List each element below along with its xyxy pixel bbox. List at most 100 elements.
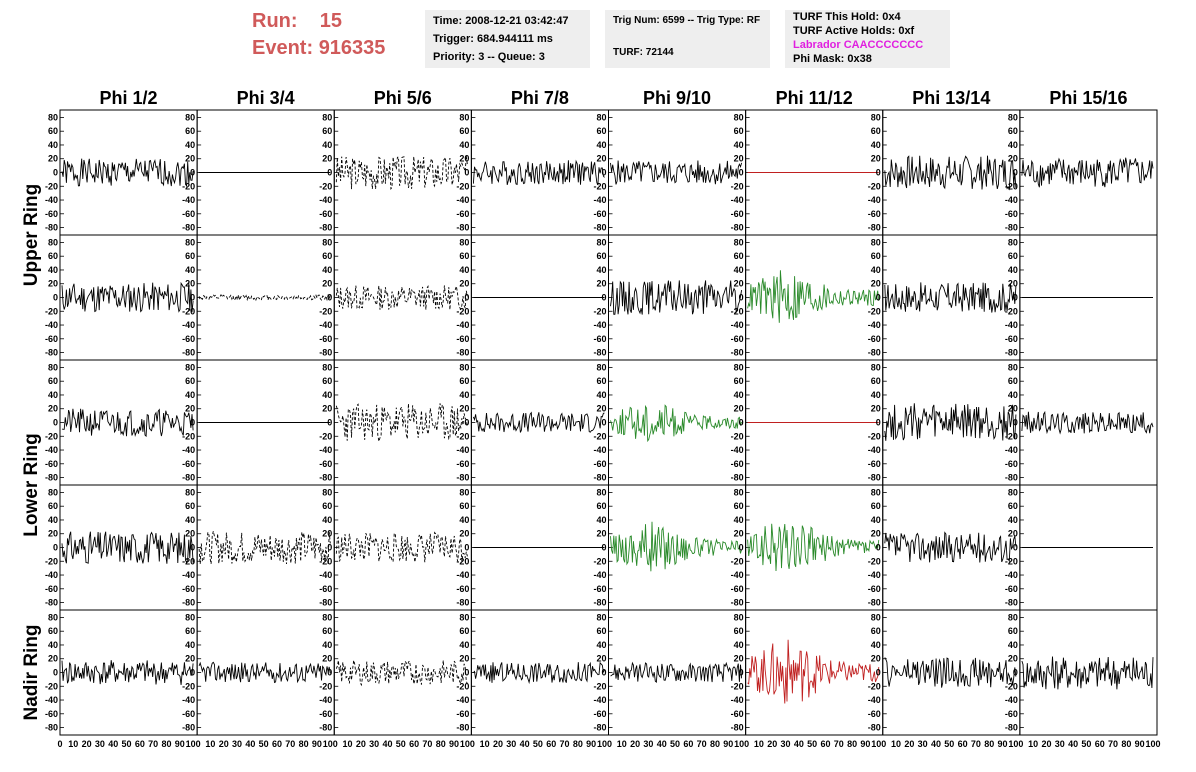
x-tick-label: 30 [918, 739, 928, 749]
y-tick-label: 20 [185, 279, 195, 289]
y-tick-label: -20 [593, 181, 606, 191]
y-tick-label: -40 [319, 320, 332, 330]
y-tick-label: -80 [868, 223, 881, 233]
y-tick-label: 0 [1013, 418, 1018, 428]
waveform-trace [335, 285, 468, 311]
y-tick-label: 40 [1008, 140, 1018, 150]
y-tick-label: 0 [464, 668, 469, 678]
y-tick-label: -20 [1005, 431, 1018, 441]
x-tick-label: 80 [710, 739, 720, 749]
y-tick-label: 40 [185, 390, 195, 400]
y-tick-label: 60 [596, 251, 606, 261]
x-tick-label: 50 [1081, 739, 1091, 749]
y-tick-label: -40 [868, 195, 881, 205]
waveform-trace [335, 660, 468, 687]
y-tick-label: 20 [596, 654, 606, 664]
x-tick-label: 100 [1008, 739, 1023, 749]
y-tick-label: -40 [731, 695, 744, 705]
run-event-box: Run: 15 Event: 916335 [252, 8, 412, 62]
y-tick-label: 20 [459, 529, 469, 539]
y-tick-label: 40 [48, 140, 58, 150]
y-tick-label: 60 [1008, 376, 1018, 386]
y-tick-label: 60 [459, 501, 469, 511]
y-tick-label: -40 [45, 195, 58, 205]
y-tick-label: -60 [45, 209, 58, 219]
y-tick-label: -80 [731, 723, 744, 733]
column-header: Phi 15/16 [1049, 88, 1127, 108]
x-tick-label: 40 [382, 739, 392, 749]
y-tick-label: 20 [1008, 529, 1018, 539]
waveform-trace [198, 531, 331, 565]
y-tick-label: -20 [456, 681, 469, 691]
y-tick-label: -60 [1005, 709, 1018, 719]
y-tick-label: 0 [327, 293, 332, 303]
x-tick-label: 20 [219, 739, 229, 749]
turf-active-text: TURF Active Holds: 0xf [793, 25, 915, 37]
y-tick-label: -20 [1005, 681, 1018, 691]
y-tick-label: -20 [593, 306, 606, 316]
y-tick-label: 60 [459, 626, 469, 636]
waveform-trace [61, 660, 194, 685]
x-tick-label: 100 [597, 739, 612, 749]
x-tick-label: 90 [860, 739, 870, 749]
y-tick-label: -40 [456, 570, 469, 580]
x-tick-label: 70 [1108, 739, 1118, 749]
y-tick-label: -60 [1005, 209, 1018, 219]
x-tick-label: 70 [148, 739, 158, 749]
y-tick-label: -20 [182, 431, 195, 441]
y-tick-label: 40 [322, 640, 332, 650]
waveform-trace [610, 521, 743, 572]
y-tick-label: 0 [1013, 543, 1018, 553]
y-tick-label: 20 [185, 404, 195, 414]
y-tick-label: -60 [456, 334, 469, 344]
panel-frame [745, 609, 884, 736]
y-tick-label: -80 [319, 598, 332, 608]
x-tick-label: 0 [57, 739, 62, 749]
y-tick-label: 60 [48, 126, 58, 136]
y-tick-label: 80 [185, 362, 195, 372]
y-tick-label: -20 [731, 681, 744, 691]
y-tick-label: -60 [731, 334, 744, 344]
x-tick-label: 10 [343, 739, 353, 749]
x-tick-label: 60 [1095, 739, 1105, 749]
y-tick-label: -80 [456, 723, 469, 733]
x-tick-label: 70 [422, 739, 432, 749]
y-tick-label: -80 [45, 348, 58, 358]
x-tick-label: 90 [175, 739, 185, 749]
y-tick-label: 60 [871, 501, 881, 511]
y-tick-label: 20 [459, 154, 469, 164]
y-tick-label: -20 [731, 431, 744, 441]
y-tick-label: 80 [871, 112, 881, 122]
y-tick-label: 0 [464, 418, 469, 428]
y-tick-label: -80 [1005, 723, 1018, 733]
y-tick-label: 0 [1013, 168, 1018, 178]
y-tick-label: -40 [1005, 695, 1018, 705]
y-tick-label: -60 [1005, 584, 1018, 594]
y-tick-label: 80 [48, 487, 58, 497]
y-tick-label: -40 [456, 195, 469, 205]
y-tick-label: 80 [596, 237, 606, 247]
waveform-trace [884, 657, 1017, 688]
y-tick-label: -40 [319, 695, 332, 705]
x-tick-label: 90 [1135, 739, 1145, 749]
y-tick-label: 60 [871, 376, 881, 386]
y-tick-label: -40 [319, 570, 332, 580]
y-tick-label: 0 [53, 168, 58, 178]
y-tick-label: 40 [871, 515, 881, 525]
y-tick-label: -60 [182, 709, 195, 719]
y-tick-label: 40 [596, 390, 606, 400]
y-tick-label: -80 [731, 598, 744, 608]
y-tick-label: -80 [1005, 223, 1018, 233]
x-tick-label: 80 [299, 739, 309, 749]
y-tick-label: 20 [459, 654, 469, 664]
y-tick-label: 60 [1008, 626, 1018, 636]
y-tick-label: 20 [322, 654, 332, 664]
y-tick-label: 0 [53, 543, 58, 553]
y-tick-label: -20 [1005, 306, 1018, 316]
y-tick-label: 80 [185, 612, 195, 622]
y-tick-label: -20 [593, 681, 606, 691]
y-tick-label: -40 [868, 445, 881, 455]
panel-frame [333, 609, 472, 736]
y-tick-label: 60 [734, 501, 744, 511]
x-tick-label: 30 [643, 739, 653, 749]
